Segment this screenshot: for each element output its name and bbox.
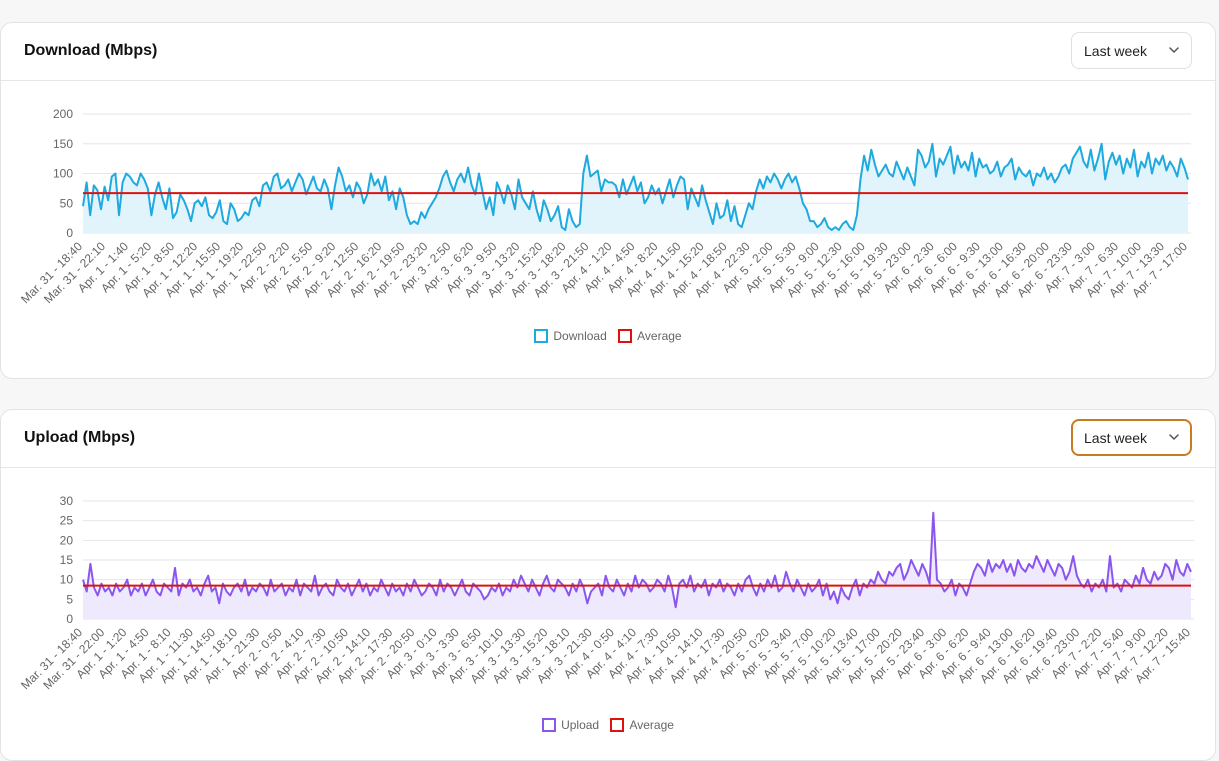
upload-y-tick-label: 5 (66, 592, 73, 606)
upload-y-tick-label: 10 (60, 573, 74, 587)
legend-item-upload-average[interactable]: Average (610, 718, 674, 732)
download-swatch-icon (534, 329, 549, 343)
download-y-tick-label: 0 (66, 226, 73, 240)
upload-y-tick-label: 15 (60, 553, 74, 567)
upload-period-select[interactable]: Last week (1071, 419, 1192, 456)
chevron-down-icon (1169, 434, 1179, 440)
download-y-tick-label: 150 (53, 137, 73, 151)
download-card-header: Download (Mbps) Last week (1, 23, 1215, 81)
upload-y-tick-label: 0 (66, 612, 73, 626)
average-swatch-icon (610, 718, 625, 732)
download-legend: Download Average (1, 329, 1215, 346)
upload-title: Upload (Mbps) (24, 429, 136, 446)
download-y-tick-label: 100 (53, 167, 73, 181)
download-series-line (82, 142, 1189, 231)
legend-download-label: Download (553, 329, 607, 343)
legend-download-average-label: Average (637, 329, 682, 343)
legend-item-download-average[interactable]: Average (618, 329, 682, 343)
upload-y-tick-label: 20 (60, 533, 74, 547)
upload-legend: Upload Average (1, 718, 1215, 735)
upload-y-tick-label: 30 (60, 494, 74, 508)
download-y-tick-label: 50 (60, 196, 74, 210)
download-period-select[interactable]: Last week (1071, 32, 1192, 69)
upload-y-tick-label: 25 (60, 514, 74, 528)
download-title: Download (Mbps) (24, 42, 158, 59)
chevron-down-icon (1169, 47, 1179, 53)
legend-upload-average-label: Average (629, 718, 674, 732)
download-y-tick-label: 200 (53, 107, 73, 121)
upload-card-header: Upload (Mbps) Last week (1, 410, 1215, 468)
upload-series-area (83, 512, 1191, 619)
download-card: Download (Mbps) Last week 0 50 100 150 200 Ma… (0, 22, 1216, 379)
upload-swatch-icon (542, 718, 557, 732)
average-swatch-icon (618, 329, 633, 343)
legend-item-upload[interactable]: Upload (542, 718, 599, 732)
upload-period-value: Last week (1084, 430, 1148, 446)
upload-card: Upload (Mbps) Last week 0 5 10 15 20 25 30 Mar.… (0, 409, 1216, 761)
download-period-value: Last week (1084, 43, 1148, 59)
download-series-area (83, 143, 1188, 233)
legend-item-download[interactable]: Download (534, 329, 607, 343)
legend-upload-label: Upload (561, 718, 600, 732)
upload-series-line (82, 511, 1192, 609)
